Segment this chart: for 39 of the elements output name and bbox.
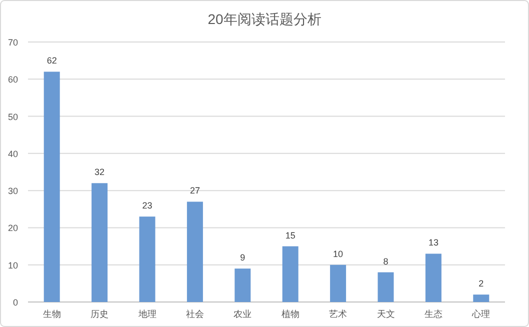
data-label: 23 — [142, 200, 152, 211]
y-tick-label: 70 — [8, 38, 18, 48]
data-label: 9 — [240, 252, 246, 263]
data-label: 15 — [285, 230, 296, 240]
x-tick-label: 天文 — [376, 309, 395, 319]
x-tick-label: 农业 — [234, 309, 252, 319]
x-tick-label: 地理 — [137, 309, 156, 319]
bar — [282, 246, 298, 302]
y-tick-label: 60 — [8, 74, 18, 85]
bar — [378, 272, 394, 302]
bar — [44, 72, 60, 302]
x-tick-label: 生物 — [42, 309, 61, 319]
bar — [139, 216, 156, 302]
y-tick-label: 10 — [8, 260, 18, 270]
y-tick-label: 20 — [8, 223, 18, 234]
data-label: 10 — [333, 248, 344, 259]
bar — [425, 254, 442, 302]
bar — [92, 183, 108, 302]
x-tick-label: 生态 — [424, 309, 442, 319]
x-tick-label: 心理 — [471, 309, 490, 319]
x-tick-label: 历史 — [90, 309, 109, 319]
x-tick-label: 艺术 — [329, 309, 348, 319]
data-label: 62 — [46, 56, 57, 66]
bar — [473, 294, 490, 302]
bar — [186, 202, 203, 302]
chart-title: 20年阅读话题分析 — [208, 11, 322, 27]
data-label: 8 — [383, 256, 388, 266]
bar — [330, 264, 346, 302]
bar — [234, 268, 251, 302]
y-tick-label: 50 — [8, 112, 18, 122]
data-label: 27 — [190, 186, 200, 196]
x-tick-label: 社会 — [186, 309, 204, 319]
y-tick-label: 0 — [12, 298, 18, 308]
x-tick-label: 植物 — [281, 309, 300, 319]
data-label: 13 — [428, 238, 438, 248]
data-label: 32 — [94, 167, 105, 178]
y-tick-label: 40 — [8, 148, 18, 159]
y-tick-label: 30 — [8, 186, 18, 196]
data-label: 2 — [478, 278, 484, 289]
